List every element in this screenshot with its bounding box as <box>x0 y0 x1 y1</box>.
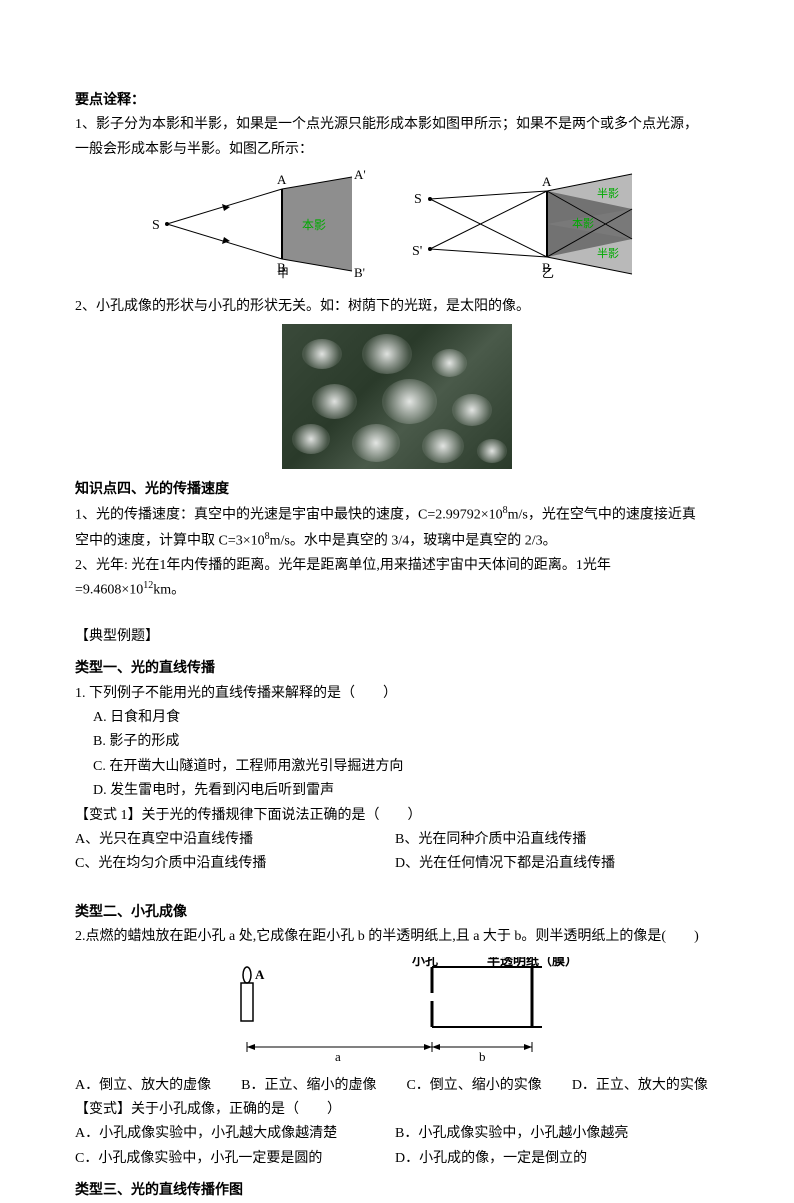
q1-optA: A. 日食和月食 <box>75 707 719 729</box>
q2-opts: A．倒立、放大的虚像 B．正立、缩小的虚像 C．倒立、缩小的实像 D．正立、放大… <box>75 1075 719 1097</box>
q1v-C: C、光在均匀介质中沿直线传播 <box>75 853 395 875</box>
s2l1b: m/s，光在空气中的速度接近真 <box>508 508 696 523</box>
label-A: A <box>277 172 287 187</box>
label-Sp: S' <box>412 244 422 259</box>
s2l2a: 空中的速度，计算中取 C=3×10 <box>75 534 265 549</box>
q2v-row2: C．小孔成像实验中，小孔一定要是圆的 D．小孔成的像，一定是倒立的 <box>75 1148 719 1170</box>
s2l2b: m/s。水中是真空的 3/4，玻璃中是真空的 2/3。 <box>270 534 557 549</box>
label-Bp: B' <box>354 265 365 279</box>
q1-optB: B. 影子的形成 <box>75 731 719 753</box>
q1v-A: A、光只在真空中沿直线传播 <box>75 829 395 851</box>
type2-title: 类型二、小孔成像 <box>75 902 719 924</box>
tree-shadow-photo <box>282 324 512 469</box>
pinhole-diagram: A 小孔 半透明纸（膜） a b <box>75 957 719 1067</box>
section2-line2: 空中的速度，计算中取 C=3×108m/s。水中是真空的 3/4，玻璃中是真空的… <box>75 529 719 553</box>
label-Ap: A' <box>354 169 366 182</box>
section1-line3: 2、小孔成像的形状与小孔的形状无关。如：树荫下的光斑，是太阳的像。 <box>75 296 719 318</box>
q2v-B: B．小孔成像实验中，小孔越小像越亮 <box>395 1123 628 1145</box>
q2-B: B．正立、缩小的虚像 <box>241 1075 376 1097</box>
label-yi: 乙 <box>542 266 554 279</box>
q1v-D: D、光在任何情况下都是沿直线传播 <box>395 853 615 875</box>
label-A2: A <box>542 174 552 189</box>
q2-C: C．倒立、缩小的实像 <box>406 1075 541 1097</box>
type1-title: 类型一、光的直线传播 <box>75 658 719 680</box>
q1v-row2: C、光在均匀介质中沿直线传播 D、光在任何情况下都是沿直线传播 <box>75 853 719 875</box>
q1: 1. 下列例子不能用光的直线传播来解释的是（ ） <box>75 683 719 705</box>
screen-label: 半透明纸（膜） <box>487 957 578 968</box>
section1-title: 要点诠释： <box>75 90 719 112</box>
q1v-B: B、光在同种介质中沿直线传播 <box>395 829 586 851</box>
q2-variant: 【变式】关于小孔成像，正确的是（ ） <box>75 1099 719 1121</box>
label-penumbra1: 半影 <box>597 186 619 200</box>
dim-a: a <box>335 1049 341 1064</box>
diagram-jia: S A A' B B' 本影 甲 <box>152 169 372 287</box>
label-S: S <box>152 218 160 233</box>
q2v-row1: A．小孔成像实验中，小孔越大成像越清楚 B．小孔成像实验中，小孔越小像越亮 <box>75 1123 719 1145</box>
section1-line2: 一般会形成本影与半影。如图乙所示： <box>75 139 719 161</box>
q1v-row1: A、光只在真空中沿直线传播 B、光在同种介质中沿直线传播 <box>75 829 719 851</box>
label-penumbra2: 半影 <box>597 246 619 260</box>
label-umbra: 本影 <box>302 218 326 232</box>
label-jia: 甲 <box>277 266 289 279</box>
q1-optC: C. 在开凿大山隧道时，工程师用激光引导掘进方向 <box>75 756 719 778</box>
s2sup3: 12 <box>143 580 153 591</box>
label-S2: S <box>414 192 422 207</box>
diagram-yi: S S' A B 半影 本影 半影 乙 <box>412 169 642 287</box>
label-umbra2: 本影 <box>572 216 594 230</box>
section2-line1: 1、光的传播速度：真空中的光速是宇宙中最快的速度，C=2.99792×108m/… <box>75 503 719 527</box>
q2-D: D．正立、放大的实像 <box>572 1075 708 1097</box>
q2v-D: D．小孔成的像，一定是倒立的 <box>395 1148 587 1170</box>
q2v-C: C．小孔成像实验中，小孔一定要是圆的 <box>75 1148 395 1170</box>
tree-photo-row <box>75 324 719 469</box>
q1-optD: D. 发生雷电时，先看到闪电后听到雷声 <box>75 780 719 802</box>
section2-title: 知识点四、光的传播速度 <box>75 479 719 501</box>
q2v-A: A．小孔成像实验中，小孔越大成像越清楚 <box>75 1123 395 1145</box>
section1-line1: 1、影子分为本影和半影，如果是一个点光源只能形成本影如图甲所示；如果不是两个或多… <box>75 114 719 136</box>
type3-title: 类型三、光的直线传播作图 <box>75 1180 719 1202</box>
section2-line3: 2、光年: 光在1年内传播的距离。光年是距离单位,用来描述宇宙中天体间的距离。1… <box>75 555 719 601</box>
s2l1a: 1、光的传播速度：真空中的光速是宇宙中最快的速度，C=2.99792×10 <box>75 508 503 523</box>
candle-A: A <box>255 967 265 982</box>
s2l3b: km。 <box>153 582 185 597</box>
shadow-diagrams: S A A' B B' 本影 甲 S S' A <box>75 169 719 287</box>
examples-header: 【典型例题】 <box>75 626 719 648</box>
q2-A: A．倒立、放大的虚像 <box>75 1075 211 1097</box>
q1-variant: 【变式 1】关于光的传播规律下面说法正确的是（ ） <box>75 805 719 827</box>
q2: 2.点燃的蜡烛放在距小孔 a 处,它成像在距小孔 b 的半透明纸上,且 a 大于… <box>75 926 719 948</box>
dim-b: b <box>479 1049 486 1064</box>
